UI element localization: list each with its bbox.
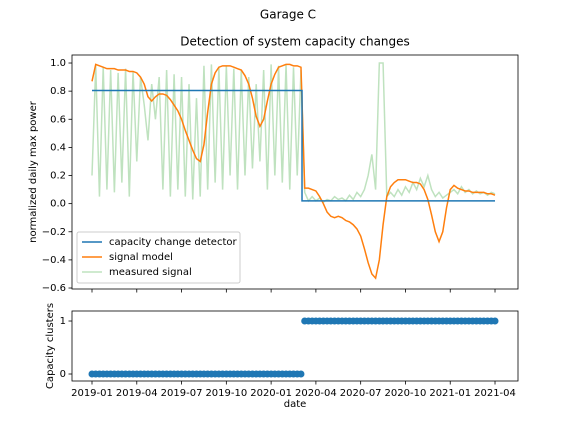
y-axis-label: normalized daily max power (28, 100, 39, 243)
x-axis-label: date (284, 399, 307, 410)
x-tick-label: 2020-01 (250, 388, 292, 399)
series-line (91, 62, 496, 204)
x-tick-label: 2020-07 (340, 388, 382, 399)
x-tick-label: 2021-04 (474, 388, 516, 399)
x-tick-label: 2021-01 (429, 388, 471, 399)
y-tick-label: 0.0 (50, 199, 66, 210)
x-tick-label: 2019-07 (161, 388, 203, 399)
x-tick-label: 2020-04 (295, 388, 337, 399)
series-line (92, 89, 496, 202)
legend-box (76, 231, 241, 284)
y-axis-label: Capacity clusters (45, 303, 56, 389)
y-tick-label: 0.2 (50, 171, 66, 182)
x-tick-label: 2019-10 (205, 388, 247, 399)
point (491, 317, 499, 325)
y-tick-label: 1 (60, 316, 66, 327)
x-tick-label: 2019-01 (71, 388, 113, 399)
x-tick-label: 2020-10 (385, 388, 427, 399)
legend-label: capacity change detector (109, 237, 237, 248)
axes-frame (71, 54, 519, 290)
x-tick-label: 2019-04 (116, 388, 158, 399)
y-tick-label: 0.8 (50, 86, 66, 97)
y-tick-label: 0.4 (50, 142, 66, 153)
y-tick-label: −0.6 (42, 283, 66, 294)
y-tick-label: −0.4 (42, 255, 66, 266)
figure-title: Garage C (260, 8, 316, 22)
point (297, 370, 305, 378)
chart-title: Detection of system capacity changes (180, 35, 410, 49)
series-line (91, 63, 496, 280)
axes-frame (71, 310, 519, 382)
y-tick-label: 0.6 (50, 114, 66, 125)
legend-label: signal model (109, 252, 173, 263)
y-tick-label: −0.2 (42, 227, 66, 238)
legend-label: measured signal (109, 267, 192, 278)
y-tick-label: 0 (60, 369, 66, 380)
y-tick-label: 1.0 (50, 58, 66, 69)
